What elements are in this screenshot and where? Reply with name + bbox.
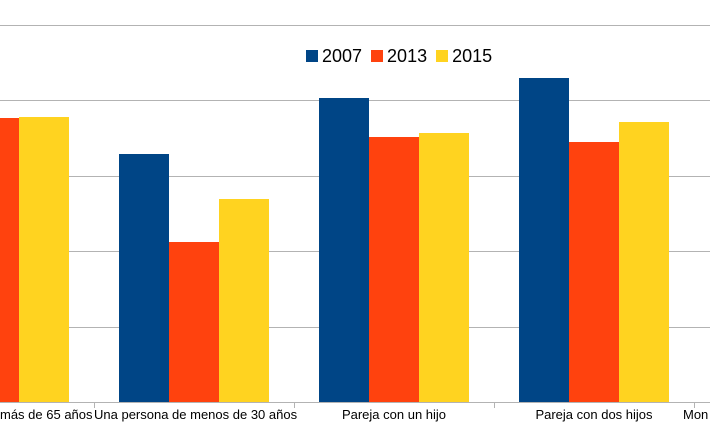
bar-2015-cat2: [419, 133, 469, 402]
bar-2007-cat3: [519, 78, 569, 402]
legend-item-2013: 2013: [371, 46, 427, 66]
legend-swatch-2013: [371, 50, 384, 62]
category-label: Pareja con dos hijos: [535, 407, 653, 422]
bar-2013-cat2: [369, 137, 419, 402]
legend-label-2015: 2015: [452, 46, 493, 66]
legend-label-2013: 2013: [387, 46, 428, 66]
category-label: más de 65 años: [0, 407, 93, 422]
bar-2015-cat0: [19, 117, 69, 402]
bar-2013-cat0: [0, 118, 19, 402]
bar-2013-cat1: [169, 242, 219, 402]
legend-item-2007: 2007: [306, 46, 362, 66]
chart-legend: 2007 2013 2015: [306, 46, 492, 66]
legend-item-2015: 2015: [436, 46, 492, 66]
axis-tick: [494, 403, 495, 408]
legend-label-2007: 2007: [322, 46, 363, 66]
legend-swatch-2007: [306, 50, 318, 62]
bar-2007-cat1: [119, 154, 169, 402]
category-label: Una persona de menos de 30 años: [94, 407, 298, 422]
axis-tick: [694, 403, 695, 408]
bar-2015-cat3: [619, 122, 669, 402]
axis-tick: [94, 403, 95, 408]
category-label: Mon: [683, 407, 709, 422]
x-axis-line: [0, 402, 710, 403]
bar-2015-cat1: [219, 199, 269, 402]
axis-tick: [294, 403, 295, 408]
category-label: Pareja con un hijo: [341, 407, 447, 422]
bar-2007-cat2: [319, 98, 369, 402]
legend-swatch-2015: [436, 50, 449, 62]
bar-2013-cat3: [569, 142, 619, 402]
gridline: [0, 25, 710, 26]
